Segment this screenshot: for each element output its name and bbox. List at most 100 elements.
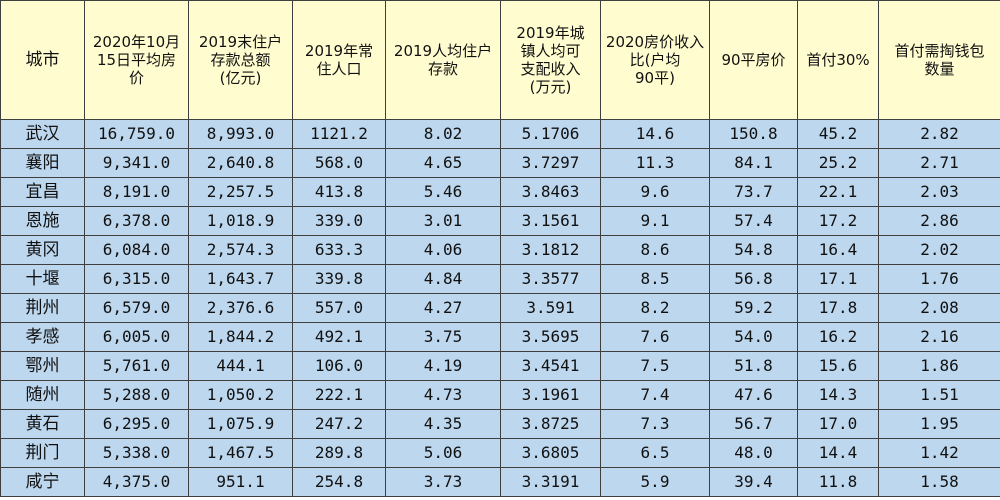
cell-avg-price[interactable]: 6,295.0 bbox=[84, 409, 189, 439]
cell-down-payment[interactable]: 45.2 bbox=[797, 119, 879, 149]
cell-price-income-ratio[interactable]: 8.5 bbox=[600, 264, 710, 294]
cell-deposits-per-capita[interactable]: 3.75 bbox=[385, 322, 501, 352]
cell-population[interactable]: 557.0 bbox=[292, 293, 386, 323]
cell-down-payment[interactable]: 14.3 bbox=[797, 380, 879, 410]
cell-total-deposits[interactable]: 951.1 bbox=[188, 467, 293, 497]
cell-wallets-needed[interactable]: 2.82 bbox=[878, 119, 1000, 149]
cell-90sqm-price[interactable]: 56.8 bbox=[709, 264, 798, 294]
cell-city[interactable]: 黄石 bbox=[0, 409, 85, 439]
cell-wallets-needed[interactable]: 1.42 bbox=[878, 438, 1000, 468]
cell-price-income-ratio[interactable]: 9.1 bbox=[600, 206, 710, 236]
cell-90sqm-price[interactable]: 54.0 bbox=[709, 322, 798, 352]
cell-deposits-per-capita[interactable]: 4.73 bbox=[385, 380, 501, 410]
cell-avg-price[interactable]: 4,375.0 bbox=[84, 467, 189, 497]
cell-avg-price[interactable]: 5,761.0 bbox=[84, 351, 189, 381]
cell-total-deposits[interactable]: 2,376.6 bbox=[188, 293, 293, 323]
cell-deposits-per-capita[interactable]: 4.84 bbox=[385, 264, 501, 294]
cell-disposable-income[interactable]: 3.8463 bbox=[500, 177, 601, 207]
cell-city[interactable]: 十堰 bbox=[0, 264, 85, 294]
cell-total-deposits[interactable]: 1,467.5 bbox=[188, 438, 293, 468]
cell-avg-price[interactable]: 6,378.0 bbox=[84, 206, 189, 236]
cell-wallets-needed[interactable]: 2.02 bbox=[878, 235, 1000, 265]
cell-population[interactable]: 339.8 bbox=[292, 264, 386, 294]
cell-city[interactable]: 武汉 bbox=[0, 119, 85, 149]
cell-down-payment[interactable]: 17.2 bbox=[797, 206, 879, 236]
cell-90sqm-price[interactable]: 54.8 bbox=[709, 235, 798, 265]
cell-total-deposits[interactable]: 1,018.9 bbox=[188, 206, 293, 236]
cell-deposits-per-capita[interactable]: 4.27 bbox=[385, 293, 501, 323]
cell-deposits-per-capita[interactable]: 4.19 bbox=[385, 351, 501, 381]
cell-down-payment[interactable]: 25.2 bbox=[797, 148, 879, 178]
cell-population[interactable]: 339.0 bbox=[292, 206, 386, 236]
cell-disposable-income[interactable]: 3.1961 bbox=[500, 380, 601, 410]
cell-city[interactable]: 荆门 bbox=[0, 438, 85, 468]
cell-disposable-income[interactable]: 3.1561 bbox=[500, 206, 601, 236]
cell-deposits-per-capita[interactable]: 4.06 bbox=[385, 235, 501, 265]
cell-90sqm-price[interactable]: 84.1 bbox=[709, 148, 798, 178]
cell-city[interactable]: 襄阳 bbox=[0, 148, 85, 178]
cell-wallets-needed[interactable]: 2.16 bbox=[878, 322, 1000, 352]
cell-90sqm-price[interactable]: 39.4 bbox=[709, 467, 798, 497]
cell-down-payment[interactable]: 17.8 bbox=[797, 293, 879, 323]
cell-avg-price[interactable]: 6,005.0 bbox=[84, 322, 189, 352]
cell-population[interactable]: 492.1 bbox=[292, 322, 386, 352]
cell-price-income-ratio[interactable]: 14.6 bbox=[600, 119, 710, 149]
cell-disposable-income[interactable]: 3.3191 bbox=[500, 467, 601, 497]
cell-price-income-ratio[interactable]: 8.6 bbox=[600, 235, 710, 265]
cell-city[interactable]: 宜昌 bbox=[0, 177, 85, 207]
cell-total-deposits[interactable]: 444.1 bbox=[188, 351, 293, 381]
cell-90sqm-price[interactable]: 59.2 bbox=[709, 293, 798, 323]
cell-deposits-per-capita[interactable]: 3.73 bbox=[385, 467, 501, 497]
cell-wallets-needed[interactable]: 2.08 bbox=[878, 293, 1000, 323]
cell-disposable-income[interactable]: 3.5695 bbox=[500, 322, 601, 352]
cell-down-payment[interactable]: 11.8 bbox=[797, 467, 879, 497]
cell-disposable-income[interactable]: 3.4541 bbox=[500, 351, 601, 381]
cell-total-deposits[interactable]: 1,050.2 bbox=[188, 380, 293, 410]
cell-avg-price[interactable]: 9,341.0 bbox=[84, 148, 189, 178]
cell-price-income-ratio[interactable]: 8.2 bbox=[600, 293, 710, 323]
cell-population[interactable]: 568.0 bbox=[292, 148, 386, 178]
cell-city[interactable]: 荆州 bbox=[0, 293, 85, 323]
cell-wallets-needed[interactable]: 1.95 bbox=[878, 409, 1000, 439]
cell-down-payment[interactable]: 17.1 bbox=[797, 264, 879, 294]
cell-deposits-per-capita[interactable]: 5.46 bbox=[385, 177, 501, 207]
cell-avg-price[interactable]: 8,191.0 bbox=[84, 177, 189, 207]
cell-90sqm-price[interactable]: 73.7 bbox=[709, 177, 798, 207]
cell-wallets-needed[interactable]: 2.86 bbox=[878, 206, 1000, 236]
cell-total-deposits[interactable]: 8,993.0 bbox=[188, 119, 293, 149]
cell-down-payment[interactable]: 14.4 bbox=[797, 438, 879, 468]
cell-total-deposits[interactable]: 1,844.2 bbox=[188, 322, 293, 352]
cell-down-payment[interactable]: 15.6 bbox=[797, 351, 879, 381]
cell-avg-price[interactable]: 6,315.0 bbox=[84, 264, 189, 294]
cell-total-deposits[interactable]: 2,574.3 bbox=[188, 235, 293, 265]
cell-total-deposits[interactable]: 2,640.8 bbox=[188, 148, 293, 178]
cell-price-income-ratio[interactable]: 7.4 bbox=[600, 380, 710, 410]
cell-90sqm-price[interactable]: 57.4 bbox=[709, 206, 798, 236]
cell-avg-price[interactable]: 6,579.0 bbox=[84, 293, 189, 323]
cell-city[interactable]: 孝感 bbox=[0, 322, 85, 352]
cell-deposits-per-capita[interactable]: 5.06 bbox=[385, 438, 501, 468]
cell-down-payment[interactable]: 22.1 bbox=[797, 177, 879, 207]
cell-price-income-ratio[interactable]: 9.6 bbox=[600, 177, 710, 207]
cell-deposits-per-capita[interactable]: 8.02 bbox=[385, 119, 501, 149]
cell-total-deposits[interactable]: 2,257.5 bbox=[188, 177, 293, 207]
cell-population[interactable]: 289.8 bbox=[292, 438, 386, 468]
cell-disposable-income[interactable]: 3.6805 bbox=[500, 438, 601, 468]
cell-price-income-ratio[interactable]: 7.5 bbox=[600, 351, 710, 381]
cell-population[interactable]: 633.3 bbox=[292, 235, 386, 265]
cell-population[interactable]: 254.8 bbox=[292, 467, 386, 497]
cell-deposits-per-capita[interactable]: 4.65 bbox=[385, 148, 501, 178]
cell-90sqm-price[interactable]: 47.6 bbox=[709, 380, 798, 410]
cell-wallets-needed[interactable]: 1.86 bbox=[878, 351, 1000, 381]
cell-city[interactable]: 随州 bbox=[0, 380, 85, 410]
cell-price-income-ratio[interactable]: 5.9 bbox=[600, 467, 710, 497]
cell-city[interactable]: 咸宁 bbox=[0, 467, 85, 497]
cell-down-payment[interactable]: 16.4 bbox=[797, 235, 879, 265]
cell-deposits-per-capita[interactable]: 3.01 bbox=[385, 206, 501, 236]
cell-price-income-ratio[interactable]: 7.6 bbox=[600, 322, 710, 352]
cell-population[interactable]: 106.0 bbox=[292, 351, 386, 381]
cell-disposable-income[interactable]: 5.1706 bbox=[500, 119, 601, 149]
cell-price-income-ratio[interactable]: 11.3 bbox=[600, 148, 710, 178]
cell-total-deposits[interactable]: 1,643.7 bbox=[188, 264, 293, 294]
cell-population[interactable]: 1121.2 bbox=[292, 119, 386, 149]
